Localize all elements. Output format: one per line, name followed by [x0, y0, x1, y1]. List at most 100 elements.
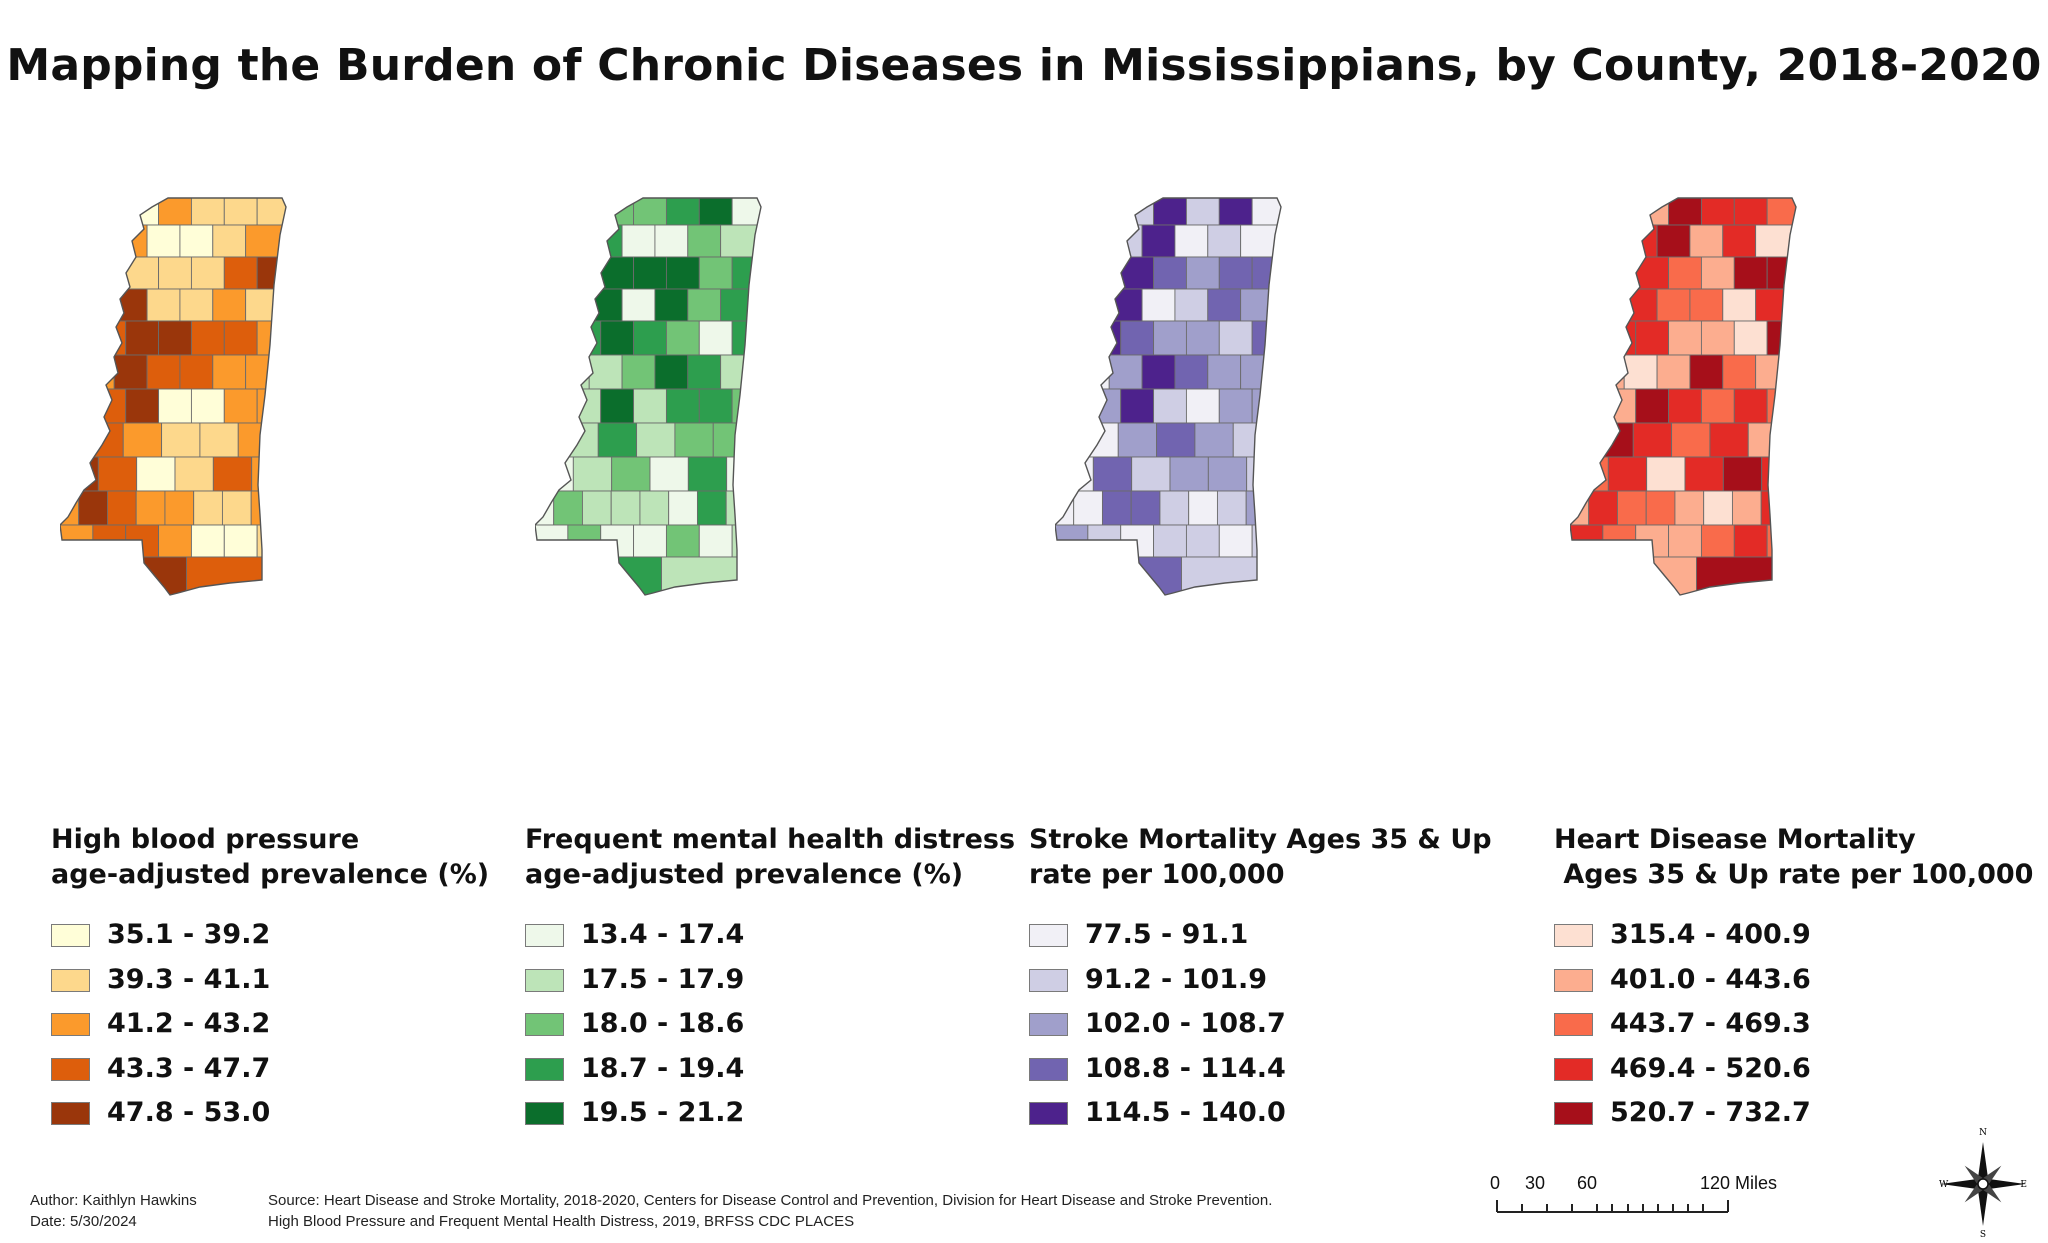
county-polygon: [611, 456, 651, 492]
county-polygon: [1156, 422, 1196, 458]
county-polygon: [1635, 320, 1670, 356]
county-polygon: [1602, 524, 1637, 558]
scale-label: 60: [1577, 1173, 1598, 1193]
county-polygon: [1671, 422, 1711, 458]
county-polygon: [158, 256, 192, 290]
county-polygon: [1570, 388, 1604, 424]
compass-w: W: [1939, 1180, 1949, 1190]
scale-label: 120 Miles: [1700, 1173, 1778, 1193]
county-polygon: [555, 288, 590, 322]
county-polygon: [687, 456, 728, 492]
county-polygon: [193, 490, 223, 526]
county-polygon: [1153, 524, 1187, 558]
county-polygon: [179, 354, 214, 390]
county-polygon: [1766, 524, 1796, 558]
scale-labels: 0 30 60 120 Miles: [1487, 1173, 1787, 1195]
county-polygon: [1130, 490, 1161, 526]
author-block: Author: Kaithlyn Hawkins Date: 5/30/2024: [30, 1190, 197, 1232]
county-polygon: [92, 256, 127, 290]
county-polygon: [1207, 354, 1242, 390]
county-polygon: [1055, 354, 1077, 390]
compass-rose-icon: N S E W: [1939, 1128, 2027, 1237]
county-polygon: [60, 198, 94, 226]
county-polygon: [600, 256, 635, 290]
legend-item: 108.8 - 114.4: [1029, 1053, 1492, 1099]
county-polygon: [78, 490, 108, 526]
county-polygon: [610, 490, 641, 526]
county-polygon: [60, 320, 94, 356]
county-polygon: [1570, 224, 1592, 258]
legend-heart-disease-mortality: Heart Disease Mortality Ages 35 & Up rat…: [1554, 822, 2033, 1143]
county-polygon: [731, 320, 761, 356]
county-polygon: [1131, 456, 1171, 492]
map-heart-disease-mortality: [1570, 195, 1910, 600]
county-polygon: [158, 524, 192, 558]
county-polygon: [665, 198, 700, 226]
county-polygon: [122, 422, 163, 458]
county-polygon: [190, 198, 225, 226]
legend-swatch: [525, 1102, 564, 1125]
county-polygon: [223, 198, 258, 226]
county-polygon: [731, 256, 761, 290]
county-polygon: [1055, 256, 1089, 290]
county-polygon: [1733, 320, 1768, 356]
legend-swatch: [525, 1057, 564, 1081]
county-polygon: [1108, 224, 1143, 258]
county-polygon: [60, 256, 94, 290]
county-polygon: [1668, 256, 1702, 290]
county-polygon: [113, 288, 148, 322]
county-polygon: [1087, 198, 1122, 226]
county-polygon: [674, 422, 714, 458]
county-polygon: [1646, 456, 1686, 492]
county-polygon: [1055, 490, 1075, 526]
county-polygon: [1120, 256, 1155, 290]
county-polygon: [1570, 524, 1604, 558]
legend-swatch: [1554, 1013, 1593, 1036]
county-polygon: [665, 524, 700, 558]
county-polygon: [726, 456, 761, 492]
legend-item: 35.1 - 39.2: [51, 920, 489, 965]
legend-item: 19.5 - 21.2: [525, 1098, 1015, 1143]
county-polygon: [1141, 354, 1176, 390]
county-polygon: [109, 556, 187, 595]
county-polygon: [1185, 388, 1220, 424]
county-polygon: [1218, 256, 1253, 290]
county-polygon: [1570, 320, 1604, 356]
county-polygon: [1075, 288, 1110, 322]
county-polygon: [179, 224, 214, 258]
county-polygon: [212, 288, 247, 322]
county-polygon: [212, 354, 247, 390]
county-polygon: [125, 256, 160, 290]
legend-item: 77.5 - 91.1: [1029, 920, 1492, 965]
county-polygon: [665, 256, 700, 290]
legend-swatch: [525, 1013, 564, 1036]
county-polygon: [146, 288, 181, 322]
legend-title: High blood pressure age-adjusted prevale…: [51, 824, 490, 890]
source-line-1: Source: Heart Disease and Stroke Mortali…: [268, 1192, 1273, 1209]
county-polygon: [1733, 256, 1768, 290]
county-polygon: [212, 456, 253, 492]
legend-swatch: [525, 968, 564, 992]
legend-item: 91.2 - 101.9: [1029, 964, 1492, 1010]
county-polygon: [698, 320, 733, 356]
county-polygon: [1075, 224, 1110, 258]
county-polygon: [1181, 556, 1281, 595]
county-polygon: [223, 524, 258, 558]
county-polygon: [1120, 388, 1155, 424]
map-high-blood-pressure: [60, 195, 400, 600]
county-polygon: [190, 256, 225, 290]
county-polygon: [190, 388, 225, 424]
date-text: Date: 5/30/2024: [30, 1213, 137, 1230]
state-outline: [1570, 197, 1797, 596]
county-polygon: [1101, 490, 1132, 526]
legend-swatch: [1554, 924, 1593, 947]
county-polygon: [80, 224, 115, 258]
county-polygon: [1733, 524, 1768, 558]
county-polygon: [158, 388, 192, 424]
county-polygon: [639, 490, 670, 526]
legend-swatch: [1554, 1102, 1593, 1125]
county-polygon: [1668, 320, 1702, 356]
page-title: Mapping the Burden of Chronic Diseases i…: [6, 40, 2042, 91]
county-polygon: [1700, 198, 1735, 226]
county-polygon: [179, 288, 214, 322]
